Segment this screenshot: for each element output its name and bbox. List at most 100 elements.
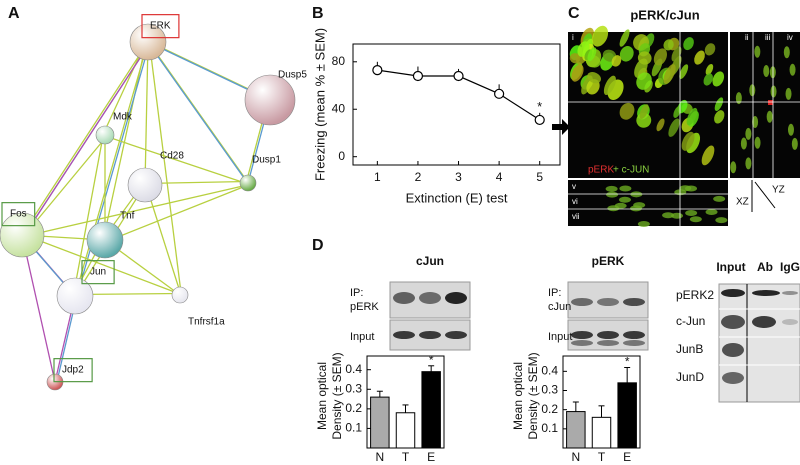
nucleus bbox=[715, 217, 728, 224]
microscopy-title: pERK/cJun bbox=[630, 7, 699, 22]
x-tick-label: N bbox=[375, 450, 384, 464]
blot-band bbox=[571, 298, 593, 306]
x-tick-label: T bbox=[598, 450, 606, 464]
nucleus bbox=[714, 97, 724, 111]
panel-label: C bbox=[568, 5, 580, 22]
nucleus bbox=[785, 87, 792, 100]
y-tick-label: 40 bbox=[332, 101, 346, 115]
label-box bbox=[1, 202, 36, 227]
bar bbox=[617, 382, 637, 449]
nucleus bbox=[735, 92, 742, 105]
bar bbox=[591, 416, 612, 449]
nucleus bbox=[683, 37, 694, 51]
x-tick-label: 4 bbox=[496, 170, 503, 184]
nucleus bbox=[705, 208, 718, 215]
annotation: * bbox=[537, 99, 542, 114]
network-node bbox=[129, 23, 167, 61]
annotation: * bbox=[625, 355, 630, 369]
y-tick-label: 0.3 bbox=[541, 383, 558, 397]
node-label: Jun bbox=[90, 267, 106, 278]
y-tick-label: 0.2 bbox=[541, 402, 558, 416]
bar bbox=[395, 412, 416, 449]
node-label: Dusp1 bbox=[252, 155, 281, 166]
axis-label: XZ bbox=[736, 197, 749, 208]
nucleus bbox=[587, 72, 602, 84]
node-label: Fos bbox=[10, 209, 27, 220]
blot-band bbox=[782, 319, 798, 325]
panel-label: B bbox=[312, 5, 324, 22]
y-tick-label: 0.3 bbox=[345, 381, 362, 395]
blot-band bbox=[419, 292, 441, 304]
label-box bbox=[141, 14, 180, 39]
nucleus bbox=[663, 64, 676, 84]
nucleus bbox=[637, 51, 652, 65]
nucleus bbox=[663, 39, 674, 51]
view-label: ii bbox=[745, 33, 749, 42]
nucleus bbox=[694, 50, 705, 65]
x-axis-label: Extinction (E) test bbox=[406, 190, 508, 205]
network-edge bbox=[145, 186, 183, 297]
network-node bbox=[86, 221, 124, 259]
nucleus bbox=[740, 137, 747, 150]
bar bbox=[566, 411, 586, 449]
node-label: Jdp2 bbox=[62, 365, 84, 376]
network-edge bbox=[74, 41, 149, 297]
axis-mark bbox=[754, 181, 776, 209]
nucleus bbox=[685, 185, 698, 192]
nucleus bbox=[611, 55, 622, 67]
blot-band bbox=[752, 290, 780, 296]
network-node bbox=[95, 125, 115, 145]
blot-band bbox=[571, 340, 593, 346]
nucleus bbox=[745, 157, 752, 170]
blot-band bbox=[623, 298, 645, 306]
nucleus bbox=[633, 202, 646, 209]
nucleus bbox=[671, 46, 682, 62]
network-edge bbox=[106, 183, 250, 243]
network-edge bbox=[106, 135, 250, 186]
node-label: Mdk bbox=[113, 112, 133, 123]
nucleus bbox=[766, 110, 773, 123]
blot-band bbox=[782, 291, 798, 295]
label-box bbox=[81, 260, 115, 285]
blot-column: IgG bbox=[780, 260, 800, 274]
nucleus bbox=[569, 53, 581, 64]
nucleus bbox=[619, 185, 632, 192]
image-bottom bbox=[568, 180, 728, 226]
data-point bbox=[412, 70, 424, 82]
y-tick-label: 0.2 bbox=[345, 401, 362, 415]
nucleus bbox=[639, 104, 649, 119]
nucleus bbox=[713, 195, 726, 202]
nucleus bbox=[714, 110, 725, 124]
view-label: iv bbox=[787, 33, 793, 42]
nucleus bbox=[686, 107, 698, 126]
blot-row: JunD bbox=[676, 370, 704, 384]
nucleus bbox=[605, 185, 618, 192]
nucleus bbox=[592, 25, 609, 47]
view-label: vii bbox=[572, 212, 580, 221]
nucleus bbox=[701, 145, 715, 166]
bar bbox=[370, 396, 390, 449]
annotation: * bbox=[429, 353, 434, 367]
network-edge bbox=[72, 133, 105, 295]
network-node bbox=[171, 286, 189, 304]
y-tick-label: 80 bbox=[332, 54, 346, 68]
y-tick-label: 0.1 bbox=[345, 421, 362, 435]
network-edge bbox=[23, 183, 250, 238]
blot-title: cJun bbox=[416, 254, 444, 268]
y-axis-label: Density (± SEM) bbox=[526, 352, 540, 439]
y-axis-label: Freezing (mean % ± SEM) bbox=[312, 28, 327, 181]
blot-label: Input bbox=[350, 331, 374, 343]
blot-label: IP: bbox=[350, 287, 363, 299]
network-edge bbox=[144, 41, 149, 186]
red-spot bbox=[768, 100, 773, 105]
network-edge bbox=[20, 232, 179, 295]
nucleus bbox=[704, 43, 716, 56]
blot-row: JunB bbox=[676, 342, 703, 356]
y-tick-label: 0.4 bbox=[541, 364, 558, 378]
nucleus bbox=[791, 137, 798, 150]
nucleus bbox=[619, 46, 634, 62]
network-node bbox=[0, 212, 45, 258]
network-edge bbox=[22, 43, 151, 237]
nucleus bbox=[618, 196, 631, 203]
